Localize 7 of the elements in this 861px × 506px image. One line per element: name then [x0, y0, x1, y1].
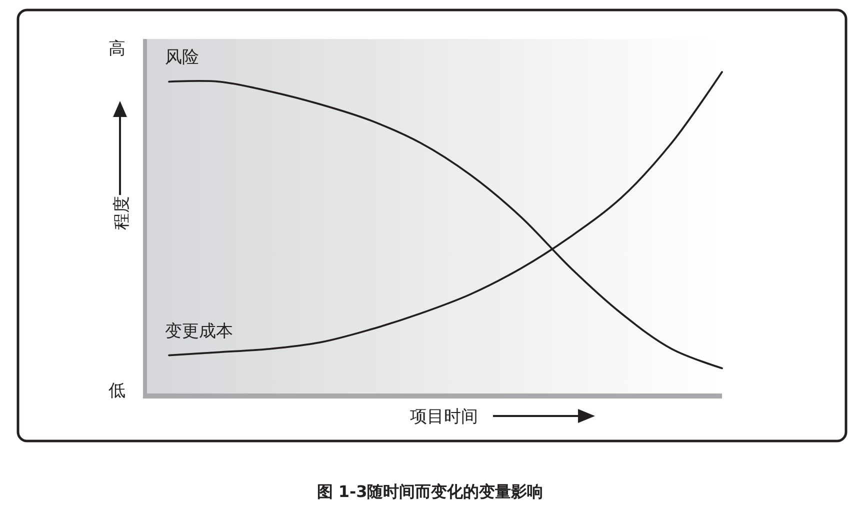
text: 高 [108, 39, 126, 59]
series-label: 风险 [165, 48, 199, 68]
series-label: 变更成本 [165, 321, 233, 342]
caption: 图 1-3随时间而变化的变量影响 [316, 482, 544, 501]
x-axis-title: 项目时间 [410, 407, 478, 427]
text: 低 [108, 381, 126, 401]
y-axis-title: 程度 [112, 196, 132, 230]
